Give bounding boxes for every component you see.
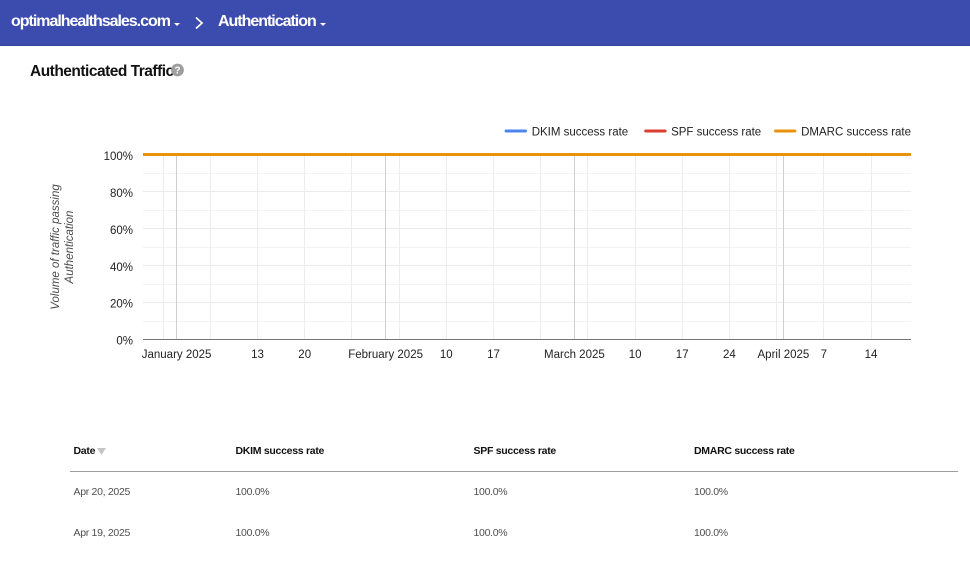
svg-text:DMARC success rate: DMARC success rate: [801, 126, 911, 138]
svg-text:March 2025: March 2025: [544, 349, 605, 361]
svg-text:April 2025: April 2025: [758, 349, 810, 361]
svg-text:20%: 20%: [110, 299, 133, 311]
svg-text:10: 10: [440, 349, 453, 361]
svg-text:17: 17: [487, 349, 500, 361]
svg-text:40%: 40%: [110, 262, 133, 274]
svg-text:60%: 60%: [110, 225, 133, 237]
svg-text:0%: 0%: [116, 336, 133, 348]
svg-text:80%: 80%: [110, 188, 133, 200]
svg-text:February 2025: February 2025: [348, 349, 423, 361]
svg-text:7: 7: [821, 349, 827, 361]
svg-text:14: 14: [865, 349, 878, 361]
svg-text:13: 13: [251, 349, 264, 361]
svg-text:Volume of traffic passing: Volume of traffic passing: [50, 184, 62, 310]
svg-text:17: 17: [676, 349, 689, 361]
svg-text:100%: 100%: [104, 151, 133, 163]
svg-text:10: 10: [629, 349, 642, 361]
svg-text:January 2025: January 2025: [142, 349, 212, 361]
svg-text:SPF success rate: SPF success rate: [671, 126, 761, 138]
svg-text:?: ?: [175, 66, 181, 77]
svg-text:Authentication: Authentication: [64, 211, 76, 285]
svg-text:DKIM success rate: DKIM success rate: [532, 126, 629, 138]
svg-text:24: 24: [723, 349, 736, 361]
svg-text:20: 20: [298, 349, 311, 361]
